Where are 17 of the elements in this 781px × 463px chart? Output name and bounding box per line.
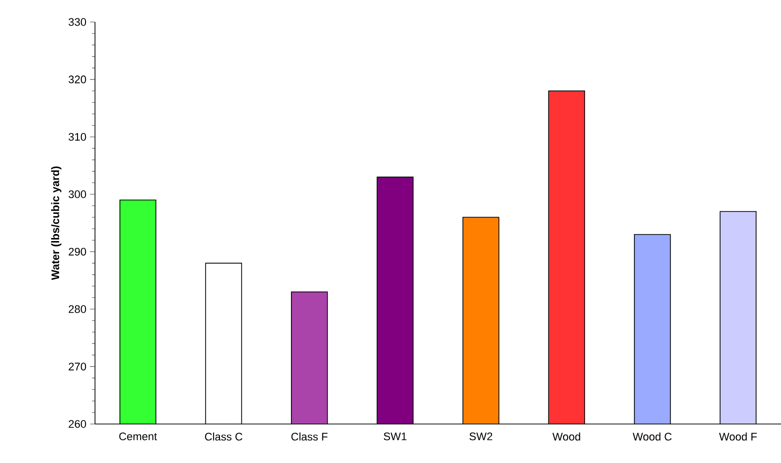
x-tick-label: Class C (205, 432, 242, 441)
y-tick-label: 300 (68, 190, 86, 198)
y-tick-label: 320 (68, 76, 86, 84)
y-tick-label: 270 (68, 362, 86, 370)
y-tick-label: 260 (68, 420, 86, 428)
y-tick-label: 310 (68, 132, 86, 141)
x-tick-label: SW1 (384, 432, 406, 440)
y-axis-title: Water (lbs/cubic yard) (51, 166, 62, 280)
x-tick-label: SW2 (470, 432, 492, 440)
y-tick-label: 290 (68, 248, 86, 256)
x-tick-label: Wood C (632, 432, 672, 441)
y-tick-label: 330 (68, 18, 86, 26)
x-tick-label: Wood (552, 432, 580, 441)
x-tick-label: Class F (291, 432, 328, 441)
y-tick-label: 280 (68, 305, 86, 314)
x-tick-label: Wood F (719, 432, 757, 441)
x-tick-label: Cement (119, 432, 157, 440)
